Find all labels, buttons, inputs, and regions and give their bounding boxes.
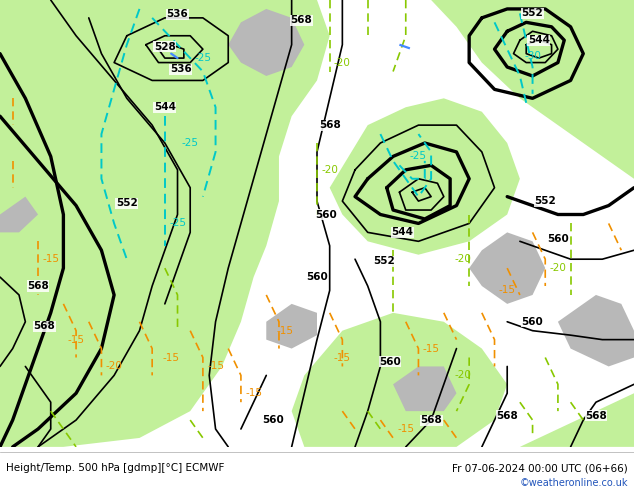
Text: 560: 560 [316,210,337,220]
Text: 528: 528 [154,42,176,52]
Text: -15: -15 [277,326,294,336]
Text: -20: -20 [321,165,338,175]
Text: 568: 568 [319,120,340,130]
Text: -20: -20 [455,254,471,264]
Text: 568: 568 [496,411,518,420]
Text: -15: -15 [207,362,224,371]
Text: 536: 536 [170,64,191,74]
Text: Height/Temp. 500 hPa [gdmp][°C] ECMWF: Height/Temp. 500 hPa [gdmp][°C] ECMWF [6,464,224,473]
Text: -30: -30 [524,51,541,61]
Polygon shape [520,393,634,447]
Text: 560: 560 [522,317,543,327]
Text: Fr 07-06-2024 00:00 UTC (06+66): Fr 07-06-2024 00:00 UTC (06+66) [452,464,628,473]
Text: 544: 544 [528,35,550,45]
Polygon shape [0,196,38,232]
Text: -20: -20 [550,263,566,273]
Polygon shape [431,0,634,179]
Text: 560: 560 [547,234,569,244]
Text: -20: -20 [334,57,351,68]
Text: 544: 544 [154,102,176,112]
Text: ©weatheronline.co.uk: ©weatheronline.co.uk [519,478,628,488]
Polygon shape [0,0,330,447]
Polygon shape [292,313,507,447]
Text: 560: 560 [306,272,328,282]
Text: -15: -15 [245,388,262,398]
Text: 552: 552 [534,196,556,206]
Text: 568: 568 [27,281,49,291]
Text: -25: -25 [195,53,211,63]
Text: -15: -15 [68,335,84,344]
Text: -15: -15 [423,343,439,354]
Text: 552: 552 [522,8,543,19]
Polygon shape [266,304,317,348]
Text: 568: 568 [420,415,442,425]
Text: -15: -15 [163,352,179,363]
Text: 568: 568 [585,411,607,420]
Text: -15: -15 [42,254,59,264]
Text: -15: -15 [334,352,351,363]
Text: -25: -25 [182,138,198,148]
Text: -20: -20 [455,370,471,380]
Text: 536: 536 [167,9,188,19]
Text: -15: -15 [398,424,414,434]
Text: -25: -25 [169,219,186,228]
Polygon shape [330,98,520,255]
Text: -15: -15 [499,286,515,295]
Text: -25: -25 [410,151,427,161]
Text: 568: 568 [34,321,55,331]
Polygon shape [558,295,634,367]
Text: 552: 552 [373,256,394,267]
Polygon shape [228,9,304,76]
Polygon shape [469,232,545,304]
Text: 568: 568 [290,15,312,25]
Polygon shape [393,367,456,411]
Text: 544: 544 [392,227,413,237]
Text: 560: 560 [262,415,283,425]
Text: 560: 560 [379,357,401,367]
Text: 552: 552 [116,198,138,208]
Text: -20: -20 [106,362,122,371]
